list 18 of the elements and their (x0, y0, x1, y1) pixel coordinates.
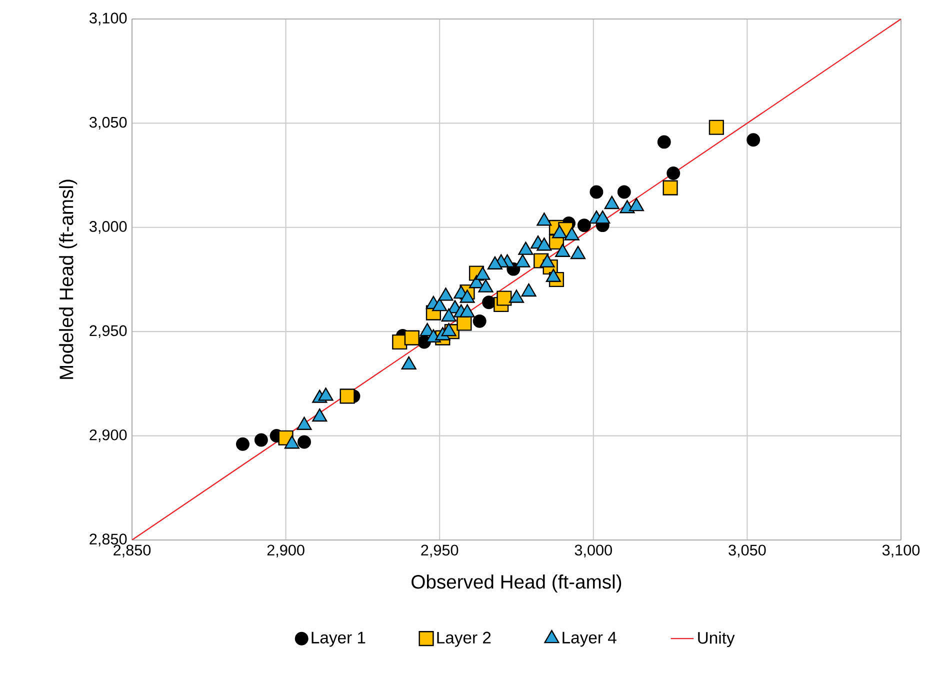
x-tick-label: 2,900 (267, 544, 304, 558)
x-tick-label: 3,000 (574, 544, 612, 558)
y-axis-title: Modeled Head (ft-amsl) (59, 180, 78, 379)
x-axis-title: Observed Head (ft-amsl) (412, 574, 622, 593)
x-tick-label: 3,050 (728, 544, 766, 558)
legend-label: Layer 4 (562, 632, 616, 647)
legend-label: Layer 1 (312, 632, 366, 647)
x-tick-label: 3,100 (882, 544, 920, 558)
y-tick-label: 3,050 (90, 116, 127, 130)
y-tick-label: 2,950 (90, 325, 127, 338)
y-tick-label: 2,900 (90, 429, 127, 442)
y-tick-label: 3,000 (90, 221, 127, 234)
x-tick-label: 2,850 (114, 544, 151, 558)
x-tick-label: 2,950 (421, 544, 458, 558)
legend-label: Layer 2 (437, 632, 491, 647)
y-tick-label: 2,850 (90, 534, 127, 546)
legend-label: Unity (698, 632, 735, 648)
y-tick-label: 3,100 (90, 12, 127, 26)
